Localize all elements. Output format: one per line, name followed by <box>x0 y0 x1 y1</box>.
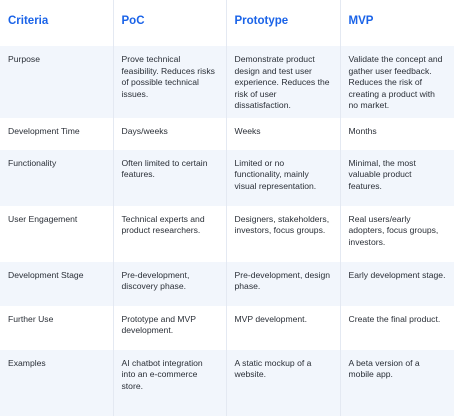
table-cell: Often limited to certain features. <box>113 149 227 206</box>
table-row: Development Time Days/weeks Weeks Months <box>0 117 454 150</box>
table-cell: Days/weeks <box>113 117 227 150</box>
table-cell: Prove technical feasibility. Reduces ris… <box>113 46 227 118</box>
table-cell: Weeks <box>226 117 341 150</box>
table-cell: Create the final product. <box>340 305 454 350</box>
table-cell: Limited or no functionality, mainly visu… <box>226 149 341 206</box>
table-row: Development Stage Pre-development, disco… <box>0 261 454 306</box>
table-cell: Pre-development, design phase. <box>226 261 341 306</box>
row-label: Examples <box>0 349 114 416</box>
table-cell: Demonstrate product design and test user… <box>226 46 341 118</box>
table-cell: A static mockup of a website. <box>226 349 341 416</box>
row-label: Further Use <box>0 305 114 350</box>
header-prototype: Prototype <box>226 0 341 46</box>
table-cell: Prototype and MVP development. <box>113 305 227 350</box>
table-cell: Real users/early adopters, focus groups,… <box>340 205 454 262</box>
table-cell: MVP development. <box>226 305 341 350</box>
header-poc: PoC <box>113 0 227 46</box>
table-row: Further Use Prototype and MVP developmen… <box>0 305 454 350</box>
table-cell: AI chatbot integration into an e-commerc… <box>113 349 227 416</box>
header-mvp: MVP <box>340 0 454 46</box>
table-cell: Designers, stakeholders, investors, focu… <box>226 205 341 262</box>
table-cell: A beta version of a mobile app. <box>340 349 454 416</box>
table-cell: Minimal, the most valuable product featu… <box>340 149 454 206</box>
table-header-row: Criteria PoC Prototype MVP <box>0 0 454 46</box>
table-row: Purpose Prove technical feasibility. Red… <box>0 46 454 118</box>
table-cell: Technical experts and product researcher… <box>113 205 227 262</box>
table-cell: Months <box>340 117 454 150</box>
header-criteria: Criteria <box>0 0 114 46</box>
row-label: Development Time <box>0 117 114 150</box>
table-row: User Engagement Technical experts and pr… <box>0 205 454 262</box>
row-label: Development Stage <box>0 261 114 306</box>
table-row: Examples AI chatbot integration into an … <box>0 349 454 416</box>
table-cell: Pre-development, discovery phase. <box>113 261 227 306</box>
row-label: Purpose <box>0 46 114 118</box>
table-row: Functionality Often limited to certain f… <box>0 149 454 206</box>
row-label: Functionality <box>0 149 114 206</box>
table-cell: Validate the concept and gather user fee… <box>340 46 454 118</box>
table-cell: Early development stage. <box>340 261 454 306</box>
row-label: User Engagement <box>0 205 114 262</box>
